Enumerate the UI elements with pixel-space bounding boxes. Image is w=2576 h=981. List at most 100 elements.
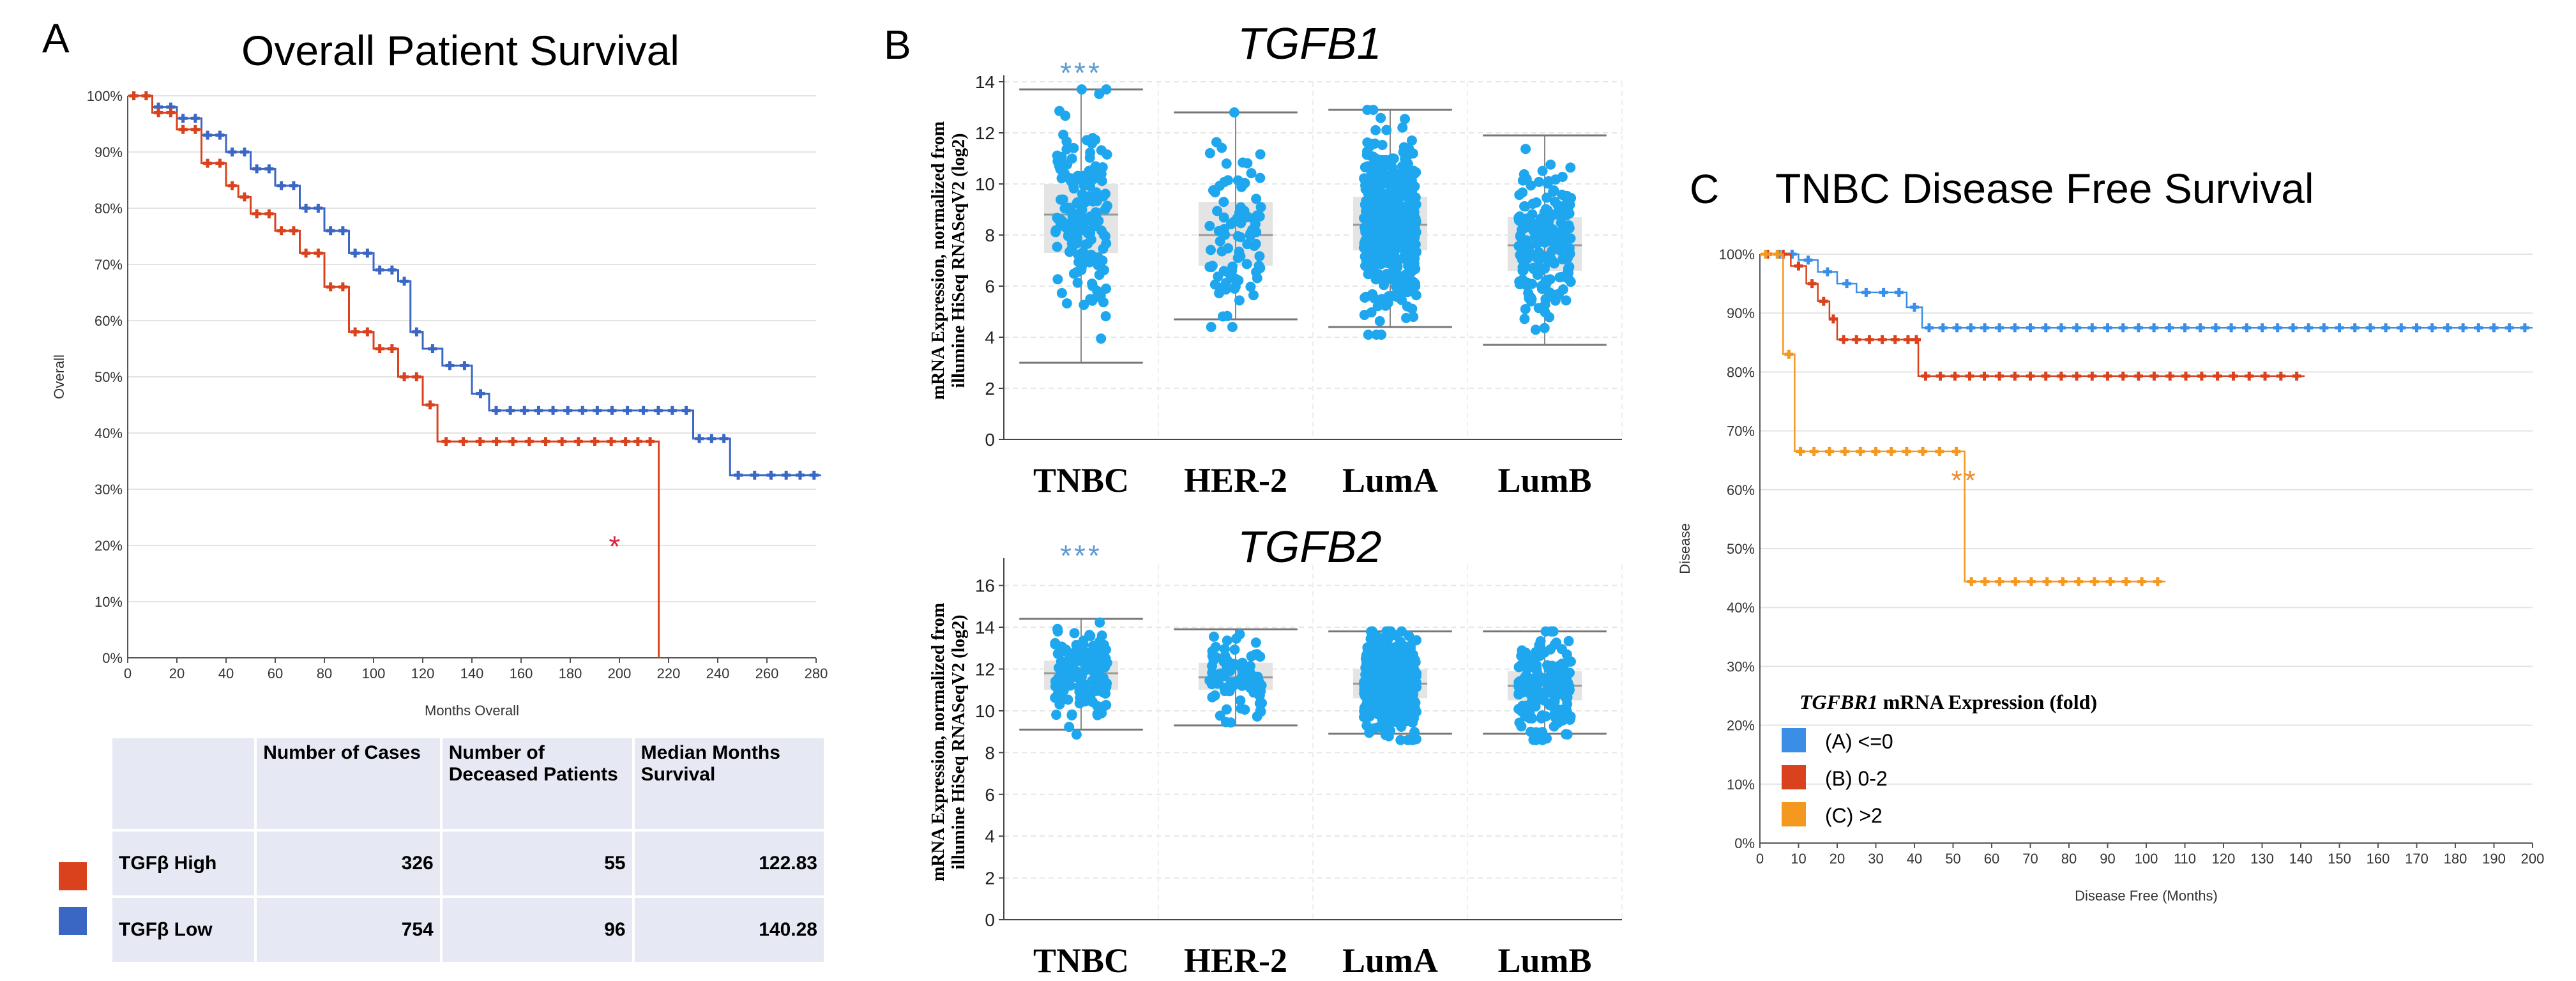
y-tick-label: 60% — [95, 313, 123, 329]
censor-mark — [425, 400, 435, 409]
data-point — [1398, 185, 1409, 196]
data-point — [1377, 722, 1388, 733]
data-point — [1204, 220, 1215, 231]
data-point — [1077, 247, 1088, 258]
data-point — [1054, 673, 1065, 684]
censor-mark — [2180, 323, 2190, 333]
data-point — [1379, 245, 1390, 255]
censor-mark — [524, 437, 534, 446]
data-point — [1395, 636, 1405, 647]
censor-mark — [314, 248, 323, 258]
data-point — [1543, 215, 1554, 226]
data-point — [1052, 150, 1063, 161]
data-point — [1383, 171, 1393, 182]
y-tick-label: 10 — [975, 174, 995, 194]
data-point — [1383, 194, 1393, 205]
censor-mark — [2153, 577, 2162, 586]
data-point — [1235, 695, 1246, 706]
censor-mark — [1918, 446, 1928, 456]
significance-stars: ** — [1951, 465, 1978, 496]
censor-mark — [2103, 323, 2112, 333]
y-tick-label: 90% — [95, 144, 123, 160]
data-point — [1364, 727, 1375, 738]
data-point — [1094, 89, 1105, 100]
data-point — [1548, 289, 1559, 300]
censor-mark — [2211, 323, 2220, 333]
data-point — [1405, 248, 1416, 259]
censor-mark — [2072, 323, 2082, 333]
censor-mark — [2261, 371, 2270, 381]
median-value: 140.28 — [632, 895, 827, 964]
data-point — [1095, 617, 1105, 628]
censor-mark — [2026, 323, 2035, 333]
data-point — [1540, 300, 1550, 310]
x-tick-label: 190 — [2482, 851, 2506, 867]
censor-mark — [400, 277, 409, 286]
data-point — [1223, 175, 1234, 186]
panel-b2-title: TGFB2 — [1238, 522, 1382, 572]
data-point — [1363, 188, 1374, 199]
censor-mark — [375, 344, 384, 353]
censor-mark — [351, 248, 360, 258]
legend-title: TGFBR1 mRNA Expression (fold) — [1799, 690, 2097, 713]
data-point — [1531, 197, 1542, 208]
data-point — [1218, 197, 1229, 208]
censor-mark — [227, 181, 237, 190]
data-point — [1051, 710, 1062, 720]
data-point — [1397, 122, 1408, 133]
data-point — [1545, 159, 1556, 170]
censor-mark — [326, 282, 335, 292]
x-tick-label: 20 — [1830, 851, 1845, 867]
data-point — [1375, 112, 1386, 123]
censor-mark — [2165, 371, 2175, 381]
data-point — [1561, 209, 1572, 220]
data-point — [1383, 179, 1393, 190]
censor-mark — [633, 437, 642, 446]
censor-mark — [2056, 323, 2066, 333]
data-point — [1544, 700, 1555, 711]
data-point — [1375, 701, 1386, 712]
y-tick-label: 50% — [1727, 541, 1755, 557]
censor-mark — [719, 434, 729, 443]
censor-mark — [1995, 323, 2004, 333]
data-point — [1215, 710, 1225, 721]
data-point — [1052, 274, 1063, 285]
censor-mark — [2072, 371, 2082, 381]
data-point — [1255, 679, 1266, 690]
cases-value: 754 — [254, 895, 443, 964]
data-point — [1085, 147, 1096, 158]
data-point — [1070, 223, 1080, 234]
data-point — [1254, 698, 1265, 709]
x-tick-label: 180 — [559, 665, 582, 681]
censor-mark — [782, 471, 791, 480]
censor-mark — [203, 130, 213, 140]
censor-mark — [326, 226, 335, 236]
censor-mark — [2412, 323, 2421, 333]
censor-mark — [458, 437, 468, 446]
data-point — [1387, 213, 1398, 224]
data-point — [1072, 267, 1082, 278]
data-point — [1225, 218, 1236, 229]
data-point — [1077, 671, 1087, 681]
y-tick-label: 20% — [1727, 718, 1755, 734]
data-point — [1370, 125, 1381, 135]
data-point — [1517, 706, 1527, 717]
data-point — [1542, 660, 1552, 671]
censor-mark — [578, 406, 587, 415]
data-point — [1211, 137, 1222, 148]
censor-mark — [1761, 250, 1771, 259]
censor-mark — [1890, 335, 1900, 344]
data-point — [1361, 675, 1372, 686]
data-point — [1527, 278, 1538, 289]
data-point — [1513, 241, 1524, 252]
censor-mark — [1980, 371, 1989, 381]
y-tick-label: 10% — [1727, 777, 1755, 793]
data-point — [1238, 157, 1248, 168]
data-point — [1073, 212, 1084, 223]
censor-mark — [2165, 323, 2174, 333]
cases-value: 326 — [254, 829, 443, 898]
data-point — [1057, 194, 1068, 205]
data-point — [1207, 261, 1218, 271]
data-point — [1390, 281, 1401, 292]
